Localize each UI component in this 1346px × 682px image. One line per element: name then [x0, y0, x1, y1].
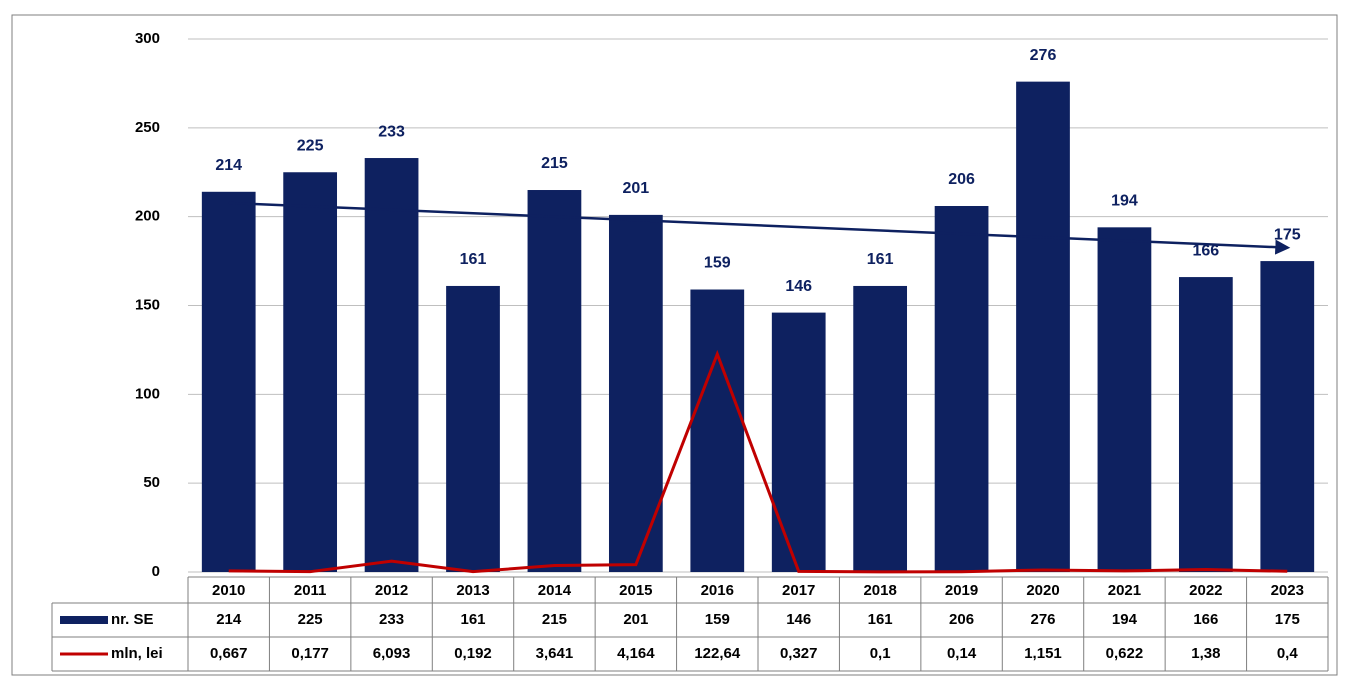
- table-value: 276: [1030, 611, 1055, 628]
- x-tick-label: 2021: [1108, 582, 1141, 599]
- table-value: 0,327: [780, 645, 818, 662]
- y-tick-label: 150: [135, 296, 160, 313]
- y-tick-label: 200: [135, 208, 160, 225]
- bar-value-label: 214: [215, 157, 242, 174]
- bar: [1098, 227, 1152, 572]
- table-value: 206: [949, 611, 974, 628]
- y-tick-label: 50: [143, 474, 160, 491]
- x-tick-label: 2012: [375, 582, 408, 599]
- bar: [1260, 261, 1314, 572]
- bar: [935, 206, 989, 572]
- x-tick-label: 2022: [1189, 582, 1222, 599]
- bar-value-label: 215: [541, 155, 568, 172]
- legend-label: mln, lei: [111, 645, 163, 662]
- x-tick-label: 2015: [619, 582, 652, 599]
- table-value: 0,14: [947, 645, 977, 662]
- bar: [446, 286, 500, 572]
- chart: 0 50 100 150 200 250 300 214 225 233 161 215 201 159 1…: [0, 0, 1346, 682]
- bar-value-label: 175: [1274, 226, 1301, 243]
- x-tick-label: 2020: [1026, 582, 1059, 599]
- x-tick-label: 2014: [538, 582, 572, 599]
- legend-swatch: [60, 616, 108, 624]
- table-value: 146: [786, 611, 811, 628]
- table-value: 1,38: [1191, 645, 1220, 662]
- table-value: 161: [868, 611, 893, 628]
- table-value: 122,64: [694, 645, 741, 662]
- x-tick-label: 2011: [294, 582, 327, 599]
- bar-value-label: 276: [1030, 47, 1057, 64]
- y-tick-label: 250: [135, 119, 160, 136]
- table-value: 215: [542, 611, 567, 628]
- x-tick-label: 2018: [863, 582, 896, 599]
- table-value: 175: [1275, 611, 1300, 628]
- bar: [1016, 82, 1070, 572]
- x-tick-label: 2019: [945, 582, 978, 599]
- bar-value-label: 146: [785, 278, 812, 295]
- bar: [772, 313, 826, 572]
- table-value: 0,622: [1106, 645, 1144, 662]
- table-value: 6,093: [373, 645, 411, 662]
- table-value: 214: [216, 611, 242, 628]
- table-value: 0,667: [210, 645, 248, 662]
- x-tick-label: 2010: [212, 582, 245, 599]
- table-value: 225: [298, 611, 323, 628]
- bar-value-label: 161: [867, 251, 894, 268]
- bar: [1179, 277, 1233, 572]
- x-tick-label: 2017: [782, 582, 815, 599]
- table-value: 0,192: [454, 645, 492, 662]
- bar-value-label: 159: [704, 255, 731, 272]
- table-value: 233: [379, 611, 404, 628]
- x-tick-label: 2016: [701, 582, 734, 599]
- y-tick-label: 100: [135, 385, 160, 402]
- table-value: 0,177: [291, 645, 329, 662]
- bar: [528, 190, 582, 572]
- bar-value-label: 161: [460, 251, 487, 268]
- table-value: 0,4: [1277, 645, 1299, 662]
- bar: [365, 158, 419, 572]
- bar: [283, 172, 337, 572]
- y-tick-label: 300: [135, 30, 160, 47]
- bar-value-label: 201: [623, 180, 650, 197]
- x-tick-label: 2023: [1271, 582, 1304, 599]
- table-value: 194: [1112, 611, 1138, 628]
- bar-value-label: 206: [948, 171, 975, 188]
- bar-value-label: 225: [297, 137, 324, 154]
- table-value: 0,1: [870, 645, 891, 662]
- table-value: 1,151: [1024, 645, 1062, 662]
- bar: [690, 290, 744, 572]
- bar-value-label: 233: [378, 123, 405, 140]
- table-value: 166: [1193, 611, 1218, 628]
- table-value: 161: [460, 611, 485, 628]
- table-value: 201: [623, 611, 648, 628]
- x-tick-label: 2013: [456, 582, 489, 599]
- table-value: 4,164: [617, 645, 655, 662]
- table-value: 159: [705, 611, 730, 628]
- legend-label: nr. SE: [111, 611, 154, 628]
- bar: [853, 286, 907, 572]
- bar-value-label: 194: [1111, 193, 1138, 210]
- table-value: 3,641: [536, 645, 574, 662]
- bar: [202, 192, 256, 572]
- y-tick-label: 0: [152, 563, 160, 580]
